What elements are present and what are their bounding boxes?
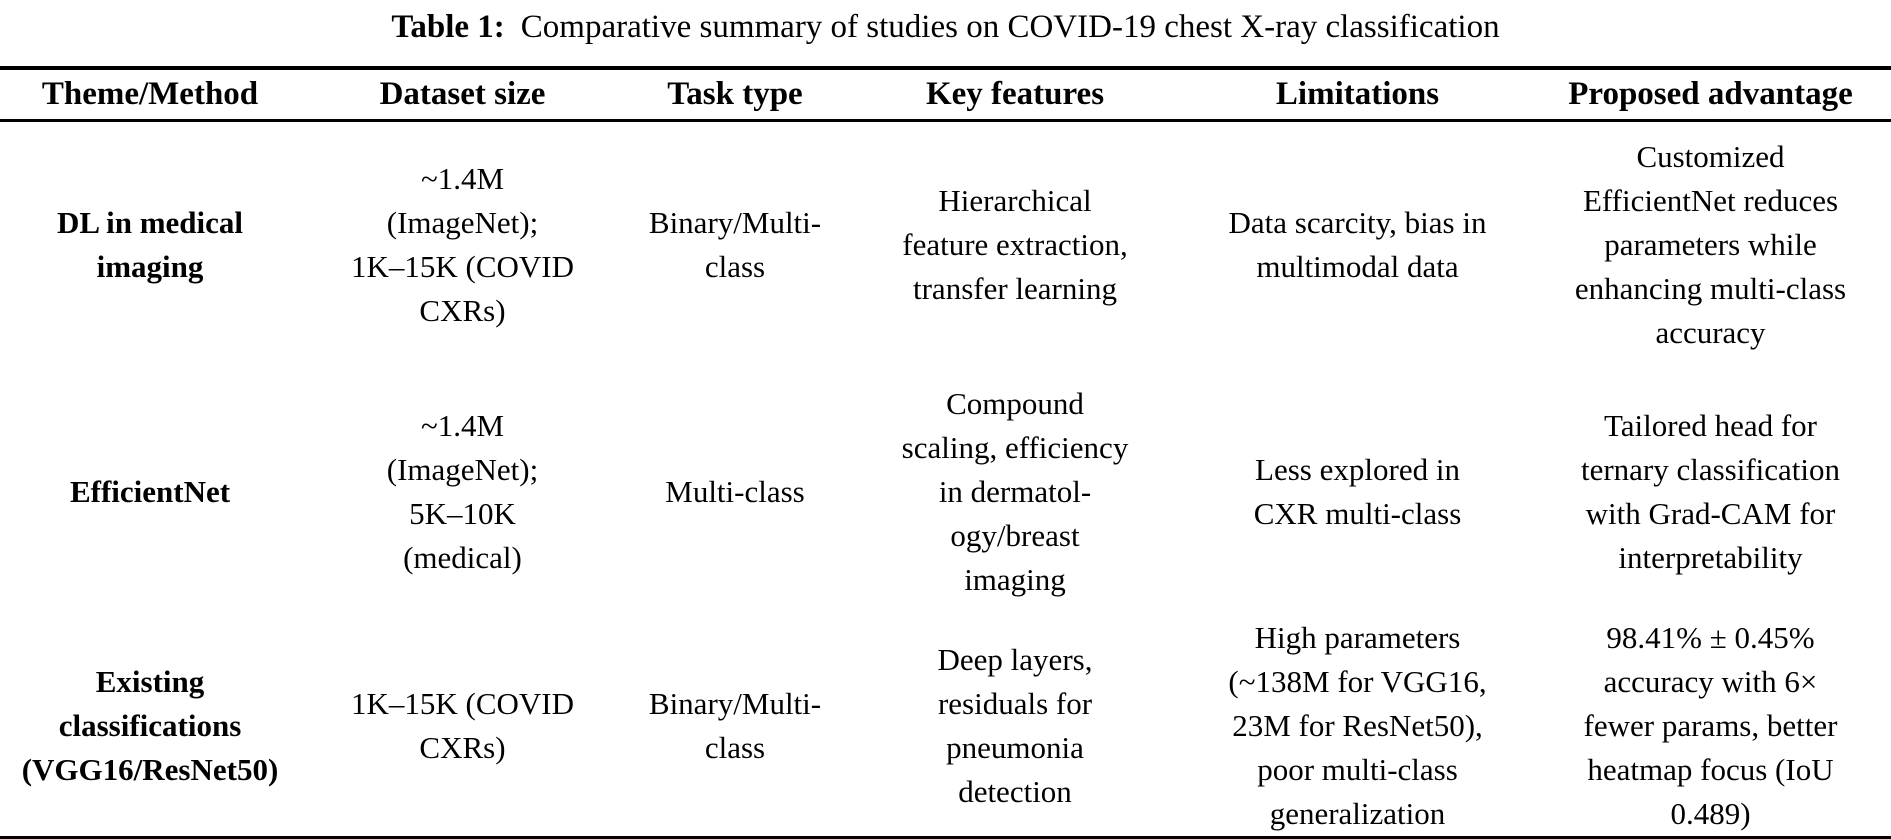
cell-task-type: Multi-class [665,474,805,509]
cell-task-type: Binary/Multi- class [648,204,822,284]
cell-proposed-advantage: Customized EfficientNet reduces paramete… [1574,138,1847,350]
cell-limitations: High parameters (~138M for VGG16, 23M fo… [1228,620,1487,831]
cell-limitations: Data scarcity, bias in multimodal data [1228,204,1487,284]
column-header-proposed-advantage: Proposed advantage [1530,68,1891,122]
cell-key-features: Deep layers, residuals for pneumonia det… [937,642,1093,809]
cell-theme-method: Existing classifications (VGG16/ResNet50… [21,664,279,787]
table-row: Existing classifications (VGG16/ResNet50… [0,616,1891,838]
cell-key-features: Hierarchical feature extraction, transfe… [902,182,1128,306]
cell-proposed-advantage: Tailored head for ternary classification… [1580,408,1841,575]
caption-label: Table 1: [391,9,505,45]
cell-theme-method: DL in medical imaging [56,204,243,284]
table-caption: Table 1: Comparative summary of studies … [0,0,1891,66]
cell-proposed-advantage: 98.41% ± 0.45% accuracy with 6× fewer pa… [1583,620,1838,831]
cell-limitations: Less explored in CXR multi-class [1253,452,1462,531]
column-header-theme-method: Theme/Method [0,68,300,122]
cell-dataset-size: 1K–15K (COVID CXRs) [350,686,574,765]
table-row: DL in medical imaging ~1.4M (ImageNet); … [0,120,1891,368]
cell-dataset-size: ~1.4M (ImageNet); 1K–15K (COVID CXRs) [350,160,574,328]
column-header-task-type: Task type [625,68,845,122]
cell-theme-method: EfficientNet [69,474,231,509]
column-header-limitations: Limitations [1185,68,1530,122]
cell-key-features: Compound scaling, efficiency in dermatol… [901,386,1129,597]
cell-task-type: Binary/Multi- class [648,686,822,765]
table-row: EfficientNet ~1.4M (ImageNet); 5K–10K (m… [0,368,1891,616]
comparative-summary-table: Theme/Method Dataset size Task type Key … [0,66,1891,839]
column-header-dataset-size: Dataset size [300,68,625,122]
caption-text: Comparative summary of studies on COVID-… [520,9,1500,45]
column-header-key-features: Key features [845,68,1185,122]
cell-dataset-size: ~1.4M (ImageNet); 5K–10K (medical) [386,408,539,575]
header-row: Theme/Method Dataset size Task type Key … [0,68,1891,122]
